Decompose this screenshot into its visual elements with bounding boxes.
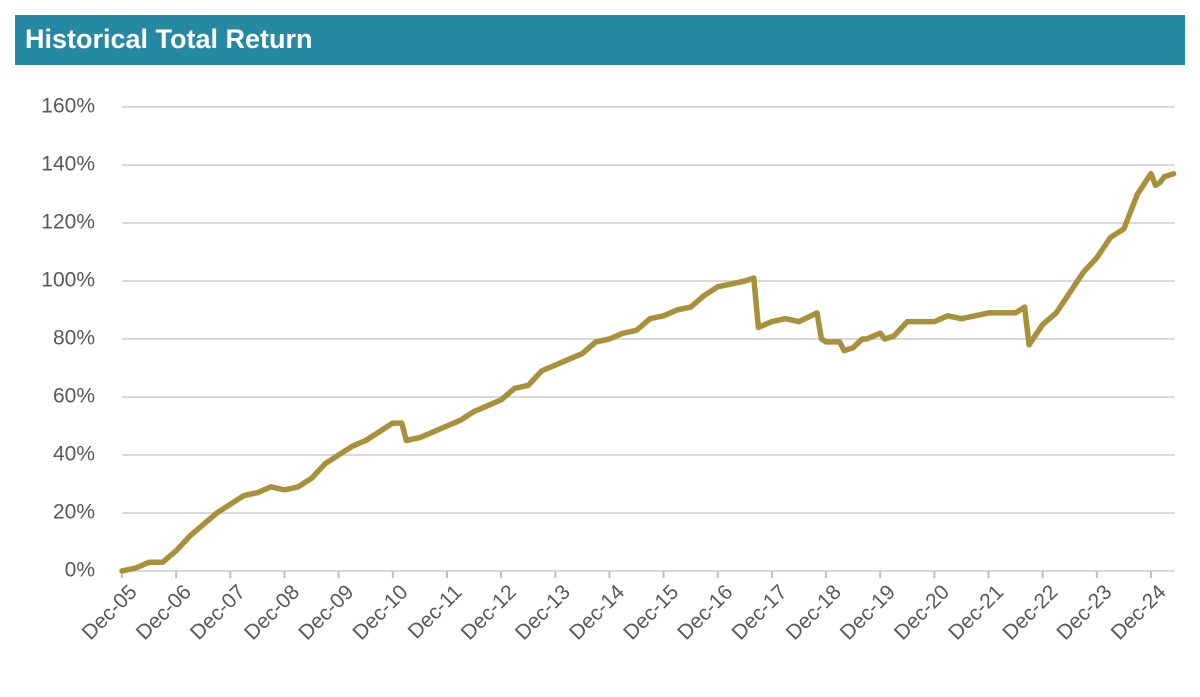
x-tick-label: Dec-18 <box>782 580 846 644</box>
x-tick-label: Dec-19 <box>836 580 900 644</box>
x-tick-label: Dec-15 <box>619 580 683 644</box>
x-tick-label: Dec-12 <box>457 580 521 644</box>
y-tick-label: 40% <box>53 443 95 466</box>
x-tick-label: Dec-17 <box>727 580 791 644</box>
y-tick-label: 0% <box>65 559 95 582</box>
y-tick-label: 160% <box>41 95 95 118</box>
x-tick-label: Dec-23 <box>1052 580 1116 644</box>
x-tick-label: Dec-05 <box>78 580 142 644</box>
x-tick-label: Dec-11 <box>404 580 467 643</box>
x-tick-label: Dec-21 <box>944 580 1008 644</box>
x-tick-label: Dec-14 <box>565 580 629 644</box>
x-tick-label: Dec-07 <box>186 580 250 644</box>
x-tick-label: Dec-24 <box>1107 580 1171 644</box>
y-tick-label: 60% <box>53 385 95 408</box>
x-tick-label: Dec-20 <box>890 580 954 644</box>
x-tick-label: Dec-06 <box>132 580 196 644</box>
y-tick-label: 80% <box>53 327 95 350</box>
header-bar <box>15 15 1185 65</box>
x-tick-label: Dec-16 <box>673 580 737 644</box>
x-tick-label: Dec-08 <box>240 580 304 644</box>
y-tick-label: 140% <box>41 153 95 176</box>
x-tick-label: Dec-22 <box>998 580 1062 644</box>
x-tick-label: Dec-09 <box>294 580 358 644</box>
y-tick-label: 100% <box>41 269 95 292</box>
y-tick-label: 120% <box>41 211 95 234</box>
chart-title: Historical Total Return <box>25 24 313 54</box>
y-tick-label: 20% <box>53 501 95 524</box>
series-line <box>119 170 1177 574</box>
x-tick-label: Dec-13 <box>511 580 575 644</box>
x-tick-label: Dec-10 <box>348 580 412 644</box>
